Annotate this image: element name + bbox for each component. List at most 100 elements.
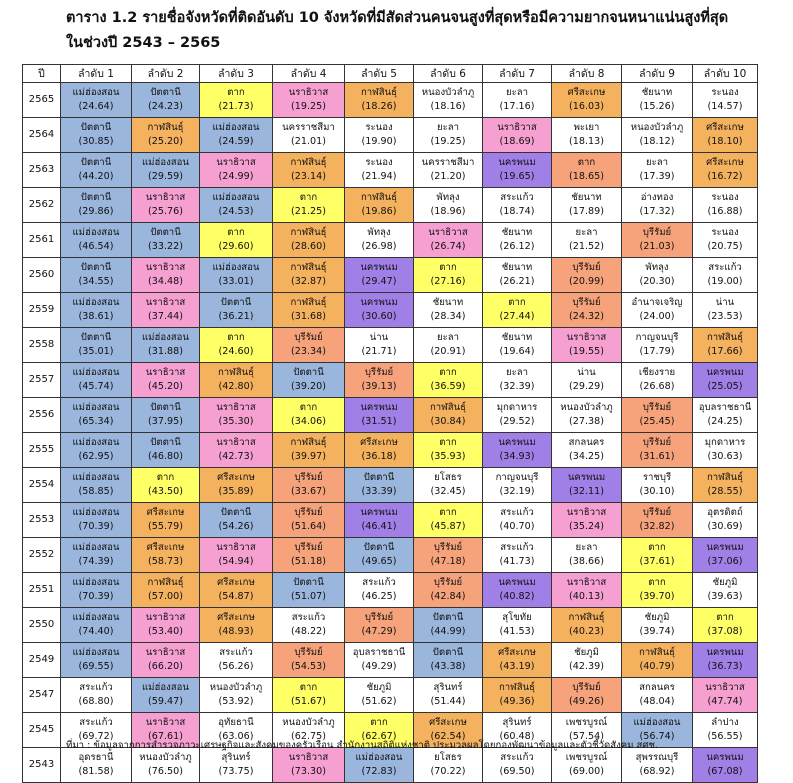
province-cell: บุรีรัมย์ (31.61): [621, 432, 693, 468]
table-row: 2558 ปัตตานี (35.01) แม่ฮ่องสอน (31.88) ตาก (2…: [22, 327, 758, 363]
poverty-value: (25.05): [707, 381, 743, 392]
province-cell: นครพนม (25.05): [692, 362, 758, 398]
province-cell: ศรีสะเกษ (18.10): [692, 117, 758, 153]
province-name: ราชบุรี: [642, 472, 672, 483]
poverty-value: (51.64): [291, 521, 326, 532]
poverty-value: (21.94): [361, 171, 397, 182]
poverty-value: (26.12): [499, 241, 535, 252]
poverty-value: (33.39): [361, 486, 397, 497]
province-cell: สระแก้ว (48.22): [272, 607, 345, 643]
province-name: นราธิวาส: [288, 752, 329, 763]
province-cell: ชัยภูมิ (51.62): [344, 677, 414, 713]
year-cell: 2551: [22, 572, 61, 608]
poverty-value: (40.70): [499, 521, 535, 532]
province-cell: ศรีสะเกษ (54.87): [199, 572, 273, 608]
poverty-value: (58.85): [78, 486, 114, 497]
province-name: นราธิวาส: [145, 192, 186, 203]
province-cell: ยโสธร (32.45): [413, 467, 483, 503]
poverty-value: (49.26): [569, 696, 604, 707]
province-cell: ปัตตานี (24.23): [131, 82, 200, 118]
province-name: นราธิวาส: [216, 157, 256, 168]
poverty-value: (81.58): [78, 766, 114, 777]
province-name: นครพนม: [360, 262, 398, 273]
province-name: แม่ฮ่องสอน: [72, 472, 120, 483]
province-cell: ปัตตานี (34.55): [60, 257, 132, 293]
province-name: ตาก: [439, 507, 457, 518]
province-cell: ปัตตานี (37.95): [131, 397, 200, 433]
poverty-value: (27.38): [569, 416, 604, 427]
province-cell: แม่ฮ่องสอน (38.61): [60, 292, 132, 328]
province-name: บุรีรัมย์: [572, 682, 601, 693]
province-cell: ตาก (24.60): [199, 327, 273, 363]
poverty-value: (39.97): [291, 451, 326, 462]
province-cell: ชัยนาท (26.12): [482, 222, 552, 258]
poverty-value: (17.16): [499, 101, 535, 112]
table-row: 2549 แม่ฮ่องสอน (69.55) นราธิวาส (66.20) สระแ…: [22, 642, 758, 678]
province-cell: สุโขทัย (41.53): [482, 607, 552, 643]
province-cell: กาฬสินธุ์ (19.86): [344, 187, 414, 223]
province-cell: ศรีสะเกษ (16.03): [551, 82, 622, 118]
province-cell: ยะลา (21.52): [551, 222, 622, 258]
province-name: ชัยภูมิ: [712, 577, 738, 588]
poverty-value: (34.25): [569, 451, 604, 462]
poverty-value: (69.00): [569, 766, 604, 777]
province-cell: ตาก (43.50): [131, 467, 200, 503]
province-cell: กาฬสินธุ์ (40.79): [621, 642, 693, 678]
province-name: ยะลา: [436, 332, 460, 343]
province-cell: กาฬสินธุ์ (39.97): [272, 432, 345, 468]
province-name: นครพนม: [706, 367, 744, 378]
poverty-value: (48.04): [639, 696, 675, 707]
province-name: นราธิวาส: [288, 87, 329, 98]
province-cell: แม่ฮ่องสอน (31.88): [131, 327, 200, 363]
header-rank-7: ลำดับ 7: [482, 64, 552, 83]
province-name: อุทัยธานี: [218, 717, 254, 728]
table-row: 2545 สระแก้ว (69.72) นราธิวาส (67.61) อุทัยธา…: [22, 712, 758, 748]
province-cell: สกลนคร (34.25): [551, 432, 622, 468]
province-name: ยโสธร: [434, 752, 462, 763]
province-name: ปัตตานี: [293, 577, 324, 588]
province-name: ตาก: [227, 227, 245, 238]
poverty-value: (21.20): [430, 171, 466, 182]
poverty-value: (40.82): [499, 591, 535, 602]
province-cell: แม่ฮ่องสอน (70.39): [60, 572, 132, 608]
poverty-value: (44.20): [78, 171, 114, 182]
province-cell: ชัยภูมิ (39.74): [621, 607, 693, 643]
province-cell: ศรีสะเกษ (16.72): [692, 152, 758, 188]
province-name: แม่ฮ่องสอน: [72, 437, 120, 448]
poverty-value: (20.75): [707, 241, 743, 252]
header-rank-10: ลำดับ 10: [692, 64, 758, 83]
poverty-value: (21.01): [291, 136, 326, 147]
province-cell: ศรีสะเกษ (58.73): [131, 537, 200, 573]
poverty-value: (40.79): [639, 661, 675, 672]
poverty-value: (21.03): [639, 241, 675, 252]
poverty-value: (49.65): [361, 556, 397, 567]
province-cell: แม่ฮ่องสอน (70.39): [60, 502, 132, 538]
province-cell: กาฬสินธุ์ (30.84): [413, 397, 483, 433]
province-cell: อำนาจเจริญ (24.00): [621, 292, 693, 328]
province-name: นครพนม: [706, 542, 744, 553]
province-cell: หนองบัวลำภู (27.38): [551, 397, 622, 433]
header-rank-9: ลำดับ 9: [621, 64, 693, 83]
province-name: บุรีรัมย์: [433, 542, 463, 553]
province-name: กาฬสินธุ์: [638, 647, 676, 658]
poverty-value: (19.64): [499, 346, 535, 357]
province-cell: กาญจนบุรี (32.19): [482, 467, 552, 503]
province-name: สระแก้ว: [219, 647, 253, 658]
province-cell: ตาก (36.59): [413, 362, 483, 398]
poverty-value: (62.54): [430, 731, 466, 742]
province-name: กาฬสินธุ์: [290, 262, 327, 273]
province-cell: นครพนม (31.51): [344, 397, 414, 433]
province-name: ปัตตานี: [80, 262, 112, 273]
province-cell: ปัตตานี (51.07): [272, 572, 345, 608]
year-cell: 2563: [22, 152, 61, 188]
province-cell: ปัตตานี (46.80): [131, 432, 200, 468]
province-name: กาญจนบุรี: [495, 472, 539, 483]
province-name: สระแก้ว: [291, 612, 326, 623]
poverty-value: (36.73): [707, 661, 743, 672]
poverty-value: (45.87): [430, 521, 466, 532]
header-year: ปี: [22, 64, 61, 83]
poverty-value: (76.50): [148, 766, 183, 777]
province-cell: บุรีรัมย์ (39.13): [344, 362, 414, 398]
province-name: นครพนม: [498, 577, 536, 588]
province-name: กาฬสินธุ์: [290, 437, 327, 448]
